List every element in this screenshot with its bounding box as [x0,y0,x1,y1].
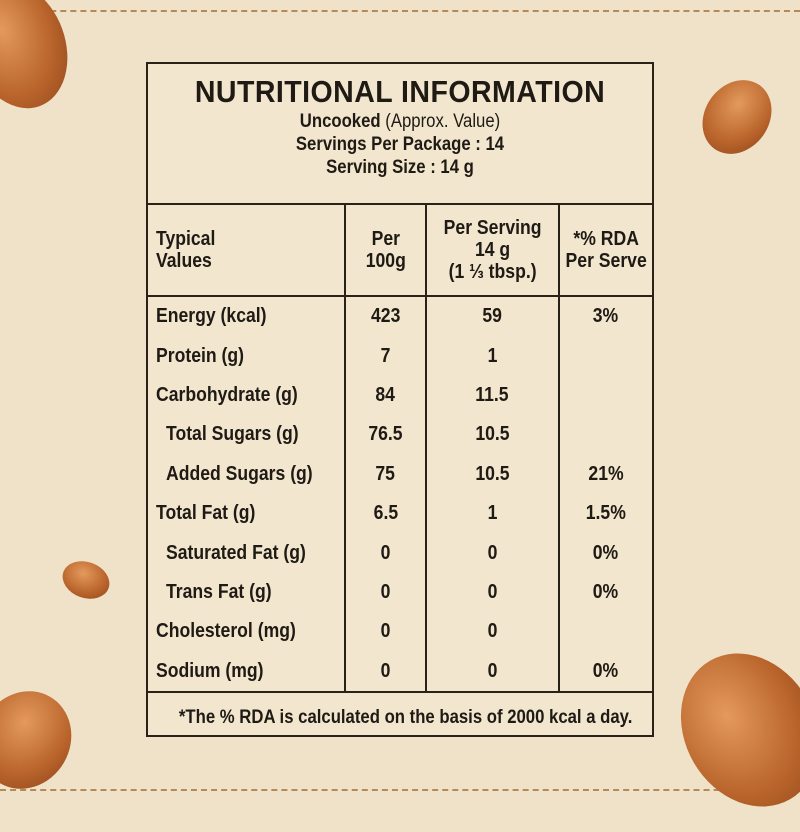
per-serving-value: 10.5 [425,454,560,494]
per-serving-value: 10.5 [425,415,560,455]
per-serving-value: 1 [425,336,560,376]
almond-image [0,0,85,123]
nutrient-name: Carbohydrate (g) [148,375,347,416]
rda-value [559,612,652,651]
per-100g-value: 0 [345,651,427,691]
per-serving-value: 59 [425,296,560,337]
per-100g-value: 76.5 [345,415,427,455]
table-row: Protein (g) 7 1 [148,336,652,376]
nutrient-name: Saturated Fat (g) [148,533,347,573]
per-100g-value: 7 [345,336,427,376]
uncooked-note: Uncooked (Approx. Value) [178,110,622,133]
nutrient-name: Trans Fat (g) [148,572,347,613]
nutrient-name: Sodium (mg) [148,651,347,691]
almond-image [653,628,800,832]
rda-value [559,376,652,415]
column-header-rda: *% RDA Per Serve [558,205,652,297]
approx-label: (Approx. Value) [385,111,501,132]
per-100g-value: 75 [345,454,427,494]
table-row: Total Fat (g) 6.5 1 1.5% [148,493,652,534]
rda-value [559,336,652,375]
per-serving-value: 1 [425,493,560,534]
servings-per-package: Servings Per Package : 14 [295,134,505,155]
per-serving-value: 11.5 [425,375,560,416]
table-row: Total Sugars (g) 76.5 10.5 [148,415,652,455]
table-row: Saturated Fat (g) 0 0 0% [148,533,652,573]
almond-image [57,554,115,606]
nutrient-name: Energy (kcal) [148,296,347,337]
nutrient-name: Protein (g) [148,336,347,376]
table-row: Sodium (mg) 0 0 0% [148,651,652,691]
table-row: Carbohydrate (g) 84 11.5 [148,375,652,416]
nutrient-name: Added Sugars (g) [148,454,347,494]
column-header-typical: Typical Values [148,205,347,297]
per-serving-value: 0 [425,533,560,573]
uncooked-label: Uncooked [299,111,381,132]
per-serving-value: 0 [425,612,560,652]
rda-value [559,415,652,454]
page-title: NUTRITIONAL INFORMATION [194,74,606,109]
nutrient-name: Total Fat (g) [148,493,347,534]
column-header-per100: Per 100g [345,205,427,297]
bottom-dashed-border [0,789,800,791]
per-100g-value: 0 [345,533,427,573]
table-row: Added Sugars (g) 75 10.5 21% [148,454,652,494]
rda-value: 21% [588,462,624,485]
per-100g-value: 0 [345,572,427,613]
per-serving-value: 0 [425,651,560,691]
rda-value: 0% [593,580,619,603]
nutrition-table: Typical Values Per 100g Per Serving 14 g (1 … [148,205,652,691]
rda-value: 3% [593,305,619,328]
nutrition-panel: NUTRITIONAL INFORMATION Uncooked (Approx… [146,62,654,737]
nutrient-name: Total Sugars (g) [148,415,347,455]
top-dashed-border [0,10,800,12]
almond-image [0,674,89,806]
footnote: *The % RDA is calculated on the basis of… [148,690,652,742]
table-row: Energy (kcal) 423 59 3% [148,296,652,337]
table-row: Cholesterol (mg) 0 0 [148,612,652,652]
table-header-row: Typical Values Per 100g Per Serving 14 g (1 … [148,205,652,297]
nutrition-header: NUTRITIONAL INFORMATION Uncooked (Approx… [148,64,652,205]
nutrient-name: Cholesterol (mg) [148,612,347,652]
serving-size: Serving Size : 14 g [326,157,474,178]
per-100g-value: 0 [345,612,427,652]
almond-image [688,66,786,168]
rda-value: 0% [593,659,619,682]
per-100g-value: 6.5 [345,493,427,534]
rda-value: 0% [593,541,619,564]
per-100g-value: 84 [345,375,427,416]
column-header-per-serving: Per Serving 14 g (1 ⅓ tbsp.) [425,205,560,297]
table-row: Trans Fat (g) 0 0 0% [148,572,652,613]
per-serving-value: 0 [425,572,560,613]
per-100g-value: 423 [345,296,427,337]
rda-value: 1.5% [585,502,626,525]
